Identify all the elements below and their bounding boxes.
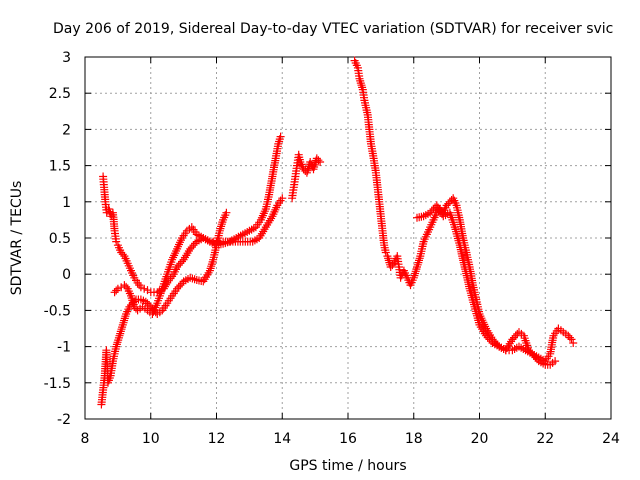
data-point (569, 339, 578, 347)
data-point (176, 259, 185, 268)
data-point (120, 281, 129, 290)
data-point (567, 335, 576, 344)
y-tick-label: -2 (57, 412, 71, 428)
data-point (174, 282, 183, 291)
data-point (426, 208, 435, 217)
x-tick-label: 24 (602, 431, 620, 447)
y-axis: 3 2.5 2 1.5 1 0.5 0 -0.5 -1 -1.5 -2 (44, 50, 611, 428)
x-tick-label: 20 (471, 431, 489, 447)
data-point (140, 284, 149, 293)
data-point (316, 158, 325, 166)
data-point (112, 237, 121, 246)
data-point (222, 208, 231, 217)
chart-title: Day 206 of 2019, Sidereal Day-to-day VTE… (53, 21, 613, 37)
data-point (276, 132, 285, 141)
data-point (483, 333, 492, 342)
y-tick-label: -1 (57, 340, 71, 356)
y-tick-label: 0 (62, 267, 71, 283)
data-point (565, 333, 574, 342)
y-tick-label: -1.5 (44, 376, 71, 392)
data-point (429, 205, 438, 213)
data-point (174, 261, 183, 270)
data-point (130, 302, 139, 311)
data-point (511, 331, 520, 340)
x-tick-label: 22 (536, 431, 554, 447)
y-tick-label: 3 (62, 50, 71, 66)
grid (85, 57, 611, 419)
x-tick-label: 10 (142, 431, 160, 447)
data-point (122, 282, 131, 291)
y-tick-label: -0.5 (44, 303, 71, 319)
data-point (143, 299, 152, 308)
data-point (186, 244, 195, 253)
data-point (278, 194, 287, 203)
data-point (381, 248, 390, 257)
data-point (299, 165, 308, 174)
data-point (427, 206, 436, 215)
data-point (136, 283, 145, 292)
data-point (141, 297, 150, 306)
data-point (444, 199, 453, 208)
data-point (314, 156, 323, 165)
data-point (442, 201, 451, 210)
data-point (386, 263, 395, 271)
y-tick-label: 0.5 (49, 231, 71, 247)
data-point (118, 250, 127, 259)
data-point (189, 241, 198, 250)
data-point (508, 335, 517, 344)
x-tick-label: 18 (405, 431, 423, 447)
y-tick-label: 2 (62, 122, 71, 138)
data-point (312, 154, 321, 163)
data-point (113, 284, 122, 293)
data-point (551, 357, 560, 366)
x-tick-label: 8 (81, 431, 90, 447)
data-point (482, 331, 491, 340)
x-tick-label: 12 (208, 431, 226, 447)
data-point (176, 281, 185, 290)
data-point (187, 243, 196, 252)
x-tick-label: 16 (339, 431, 357, 447)
y-tick-label: 1 (62, 195, 71, 211)
x-axis: 8 10 12 14 16 18 20 22 24 (81, 57, 620, 447)
y-axis-label: SDTVAR / TECUs (9, 181, 25, 296)
data-point (145, 301, 154, 310)
data-point (356, 79, 365, 88)
data-point (388, 261, 397, 270)
data-series (97, 56, 578, 409)
data-point (110, 288, 119, 297)
x-tick-label: 14 (273, 431, 291, 447)
data-point (445, 197, 454, 206)
data-point (112, 286, 121, 295)
x-axis-label: GPS time / hours (289, 458, 406, 474)
y-tick-label: 2.5 (49, 86, 71, 102)
data-point (510, 333, 518, 342)
y-tick-label: 1.5 (49, 159, 71, 175)
